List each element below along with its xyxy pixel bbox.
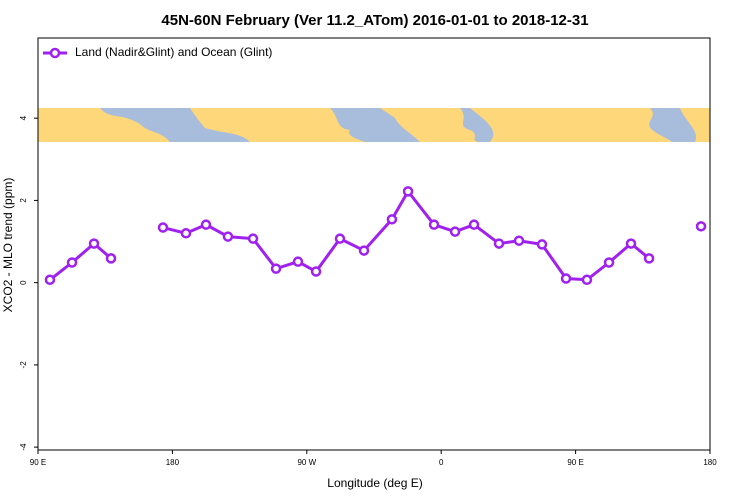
series-line — [49, 241, 113, 281]
data-point — [358, 245, 370, 256]
data-point — [560, 273, 572, 284]
plot-frame — [37, 37, 711, 451]
x-tick-label: 90 E — [30, 458, 46, 467]
data-point — [222, 231, 234, 242]
y-axis-label: XCO2 - MLO trend (ppm) — [1, 178, 15, 313]
data-point — [157, 222, 169, 233]
data-point — [513, 235, 525, 246]
data-point — [643, 253, 655, 264]
y-tick-label: 4 — [19, 115, 28, 120]
data-point — [386, 214, 398, 225]
data-point — [334, 233, 346, 244]
legend-marker — [49, 47, 61, 59]
series-line — [162, 188, 651, 282]
data-point — [88, 238, 100, 249]
legend-label: Land (Nadir&Glint) and Ocean (Glint) — [75, 45, 272, 59]
x-tick-label: 90 W — [297, 458, 316, 467]
legend: Land (Nadir&Glint) and Ocean (Glint) — [43, 45, 272, 59]
y-tick-label: -4 — [19, 443, 28, 451]
x-tick-label: 0 — [439, 458, 444, 467]
data-point — [402, 186, 414, 197]
data-point — [105, 253, 117, 264]
y-tick-label: -2 — [19, 361, 28, 369]
data-point — [536, 239, 548, 250]
map-strip — [38, 108, 710, 142]
data-point — [581, 274, 593, 286]
x-tick-label: 90 E — [567, 458, 583, 467]
x-tick-label: 180 — [166, 458, 180, 467]
data-point — [310, 266, 322, 277]
data-point — [66, 257, 78, 268]
data-point — [44, 274, 56, 286]
x-axis-label: Longitude (deg E) — [327, 476, 422, 490]
data-point — [200, 219, 212, 230]
y-tick-label: 2 — [19, 198, 28, 203]
data-point — [449, 226, 461, 237]
data-point — [247, 233, 259, 244]
data-point — [180, 228, 192, 239]
data-point — [625, 238, 637, 249]
data-point — [603, 257, 615, 268]
data-point — [468, 219, 480, 230]
data-point — [292, 256, 304, 267]
y-tick-label: 0 — [19, 280, 28, 285]
chart-title: 45N-60N February (Ver 11.2_ATom) 2016-01… — [161, 12, 588, 29]
data-point — [270, 263, 282, 274]
x-tick-label: 180 — [703, 458, 717, 467]
data-point — [695, 221, 707, 232]
data-point — [493, 238, 505, 249]
data-point — [428, 219, 440, 230]
